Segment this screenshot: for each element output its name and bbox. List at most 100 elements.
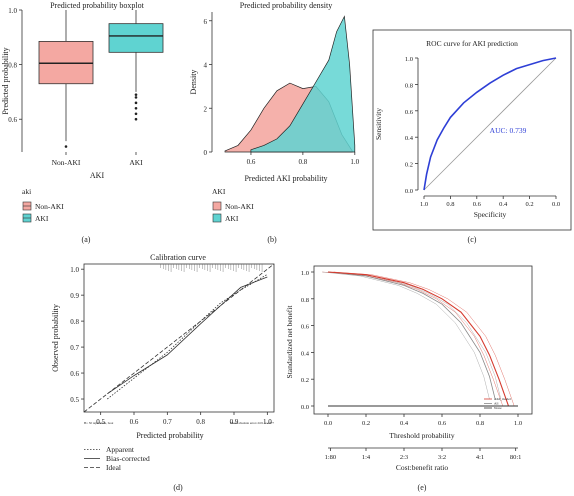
calibration-ytick-label: 1.0 bbox=[70, 266, 79, 274]
boxplot-category-label: AKI bbox=[129, 158, 143, 167]
calibration-ytick-label: 0.5 bbox=[70, 396, 79, 404]
density-ylabel: Density bbox=[189, 70, 198, 95]
density-ytick-label: 4 bbox=[204, 62, 208, 70]
dca-x2tick-label: 1:4 bbox=[362, 454, 371, 461]
density-area-aki bbox=[250, 15, 356, 153]
dca-model-ci bbox=[333, 271, 515, 407]
dca-legend-item: All bbox=[494, 402, 499, 406]
density-ytick-label: 6 bbox=[204, 18, 208, 26]
roc-ylabel: Sensitivity bbox=[374, 108, 383, 140]
dca-legend-item: AKI_model bbox=[494, 397, 511, 401]
density-xtick-label: 1.0 bbox=[350, 158, 359, 166]
density-xlabel: Predicted AKI probability bbox=[244, 174, 327, 183]
roc-curve bbox=[423, 57, 557, 191]
dca-xtick-label: 0.2 bbox=[362, 420, 370, 427]
dca-ytick-label: 0.4 bbox=[301, 350, 310, 357]
dca-ytick-label: 0.8 bbox=[301, 297, 309, 304]
boxplot-ylabel: Predicted probability bbox=[1, 47, 10, 114]
calibration-title: Calibration curve bbox=[150, 253, 206, 262]
roc-frame bbox=[372, 29, 572, 231]
panel-label-b: (b) bbox=[267, 235, 277, 244]
roc-ytick-label: 1.0 bbox=[405, 56, 413, 63]
roc-ytick-label: 0.2 bbox=[405, 162, 413, 169]
calibration-legend-item: Ideal bbox=[106, 463, 121, 472]
calibration-xtick-label: 0.7 bbox=[163, 418, 172, 426]
dca-all-ci bbox=[333, 271, 502, 400]
density-ytick-label: 2 bbox=[204, 105, 208, 113]
boxplot-legend-title: aki bbox=[22, 187, 31, 196]
dca-model-ci bbox=[322, 271, 504, 407]
calibration-line-bias-corrected bbox=[107, 276, 268, 395]
calibration-xtick-label: 0.9 bbox=[230, 418, 239, 426]
calibration-ytick-label: 0.8 bbox=[70, 318, 79, 326]
box-outlier bbox=[64, 145, 68, 148]
roc-auc-label: AUC: 0.739 bbox=[490, 126, 527, 135]
dca-frame bbox=[313, 265, 533, 415]
roc-xtick-label: 0.4 bbox=[499, 201, 508, 208]
calibration-legend-item: Bias-corrected bbox=[106, 454, 150, 463]
dca-xtick-label: 1.0 bbox=[514, 420, 522, 427]
density-xtick-label: 0.8 bbox=[299, 158, 308, 166]
roc-xlabel: Specificity bbox=[474, 210, 507, 219]
dca-line-model bbox=[327, 271, 510, 407]
calibration-xtick-label: 0.8 bbox=[196, 418, 205, 426]
box-outlier bbox=[134, 101, 138, 105]
panel-label-d: (d) bbox=[173, 483, 183, 492]
boxplot-ytick-label: 0.6 bbox=[8, 116, 17, 124]
density-legend-item: AKI bbox=[225, 214, 239, 223]
density-legend-title: AKI bbox=[212, 187, 226, 196]
boxplot-legend-item: Non-AKI bbox=[35, 202, 64, 211]
dca-x2tick-label: 3:2 bbox=[438, 454, 446, 461]
calibration-xtick-label: 0.5 bbox=[96, 418, 105, 426]
density-legend-item: Non-AKI bbox=[225, 202, 254, 211]
roc-xtick-label: 1.0 bbox=[420, 201, 428, 208]
roc-title: ROC curve for AKI prediction bbox=[426, 39, 518, 48]
roc-ytick-label: 0.0 bbox=[405, 188, 413, 195]
calibration-legend-item: Apparent bbox=[106, 445, 135, 454]
box-outlier bbox=[134, 117, 138, 121]
box-aki bbox=[108, 23, 164, 53]
calibration-xtick-label: 0.6 bbox=[130, 418, 139, 426]
density-ytick-label: 0 bbox=[204, 149, 208, 157]
calibration-ytick-label: 0.7 bbox=[70, 344, 79, 352]
dca-ytick-label: 0.2 bbox=[301, 377, 309, 384]
panel-label-a: (a) bbox=[82, 235, 91, 244]
dca-xtick-label: 0.6 bbox=[438, 420, 447, 427]
roc-ytick-label: 0.6 bbox=[405, 109, 414, 116]
dca-line-all bbox=[327, 271, 496, 400]
calibration-xtick-label: 1.0 bbox=[263, 418, 272, 426]
density-title: Predicted probability density bbox=[240, 1, 332, 10]
panel-label-e: (e) bbox=[418, 483, 427, 492]
box-outlier bbox=[134, 107, 138, 110]
dca-x2tick-label: 2:3 bbox=[400, 454, 408, 461]
calibration-ytick-label: 0.9 bbox=[70, 292, 79, 300]
box-outlier bbox=[134, 112, 138, 116]
calibration-footnote-left: B= 50 repetitions, boot bbox=[84, 421, 114, 426]
density-legend-swatch bbox=[212, 213, 222, 223]
dca-xtick-label: 0.8 bbox=[476, 420, 484, 427]
roc-xtick-label: 0.2 bbox=[526, 201, 534, 208]
roc-ytick-label: 0.4 bbox=[405, 135, 414, 142]
dca-xtick-label: 0.0 bbox=[324, 420, 332, 427]
boxplot-xlabel: AKI bbox=[90, 171, 105, 180]
calibration-ytick-label: 0.6 bbox=[70, 370, 79, 378]
box-outlier bbox=[134, 93, 138, 96]
dca-xtick-label: 0.4 bbox=[400, 420, 409, 427]
dca-x2tick-label: 1:80 bbox=[325, 454, 337, 461]
dca-ylabel: Standardized net benefit bbox=[285, 305, 294, 379]
roc-xtick-label: 0.6 bbox=[473, 201, 482, 208]
roc-xtick-label: 0.0 bbox=[552, 201, 560, 208]
dca-x2label: Cost:benefit ratio bbox=[396, 463, 449, 472]
dca-ytick-label: 0.6 bbox=[301, 324, 310, 331]
boxplot-ytick-label: 0.8 bbox=[8, 62, 17, 70]
dca-x2tick-label: 80:1 bbox=[510, 454, 522, 461]
dca-xlabel: Threshold probability bbox=[389, 431, 454, 440]
roc-ytick-label: 0.8 bbox=[405, 82, 413, 89]
roc-diagonal bbox=[423, 57, 557, 191]
boxplot-legend-item: AKI bbox=[35, 214, 49, 223]
calibration-xlabel: Predicted probability bbox=[136, 431, 203, 440]
boxplot-category-label: Non-AKI bbox=[52, 158, 81, 167]
roc-xtick-label: 0.8 bbox=[446, 201, 454, 208]
panel-label-c: (c) bbox=[468, 235, 477, 244]
